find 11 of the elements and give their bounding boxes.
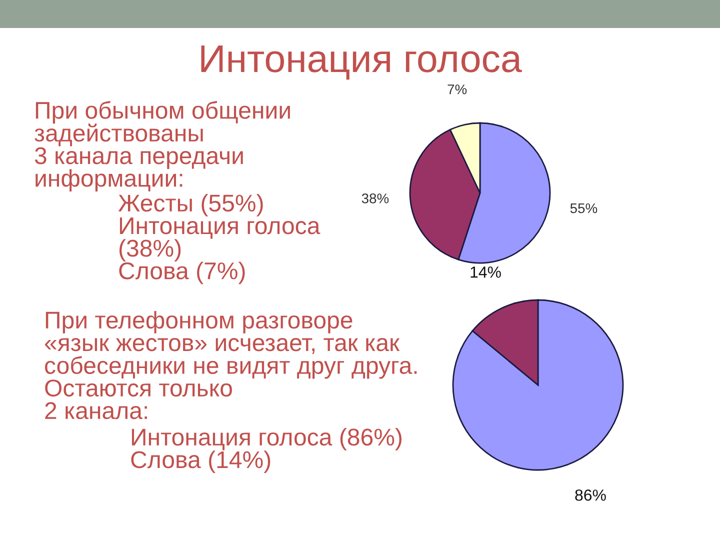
text: При обычном общении задействованы 3 канала передачи информации: — [34, 101, 290, 192]
chart-title: Интонация голоса — [201, 45, 522, 80]
data-label: 55% — [570, 203, 598, 214]
data-label: 86% — [575, 489, 606, 501]
data-label: 7% — [448, 84, 467, 94]
data-label: 14% — [470, 266, 501, 278]
text: Интонация голоса (86%) Слова (14%) — [131, 428, 402, 473]
data-label: 38% — [362, 193, 389, 204]
text: Жесты (55%) Интонация голоса (38%) Слова (7%) — [118, 194, 320, 284]
pie-slice — [452, 299, 624, 471]
text: При телефонном разговоре «язык жестов» исчезает, так как собеседники не видят друг друга. Остаются только 2 канала: — [44, 311, 417, 420]
